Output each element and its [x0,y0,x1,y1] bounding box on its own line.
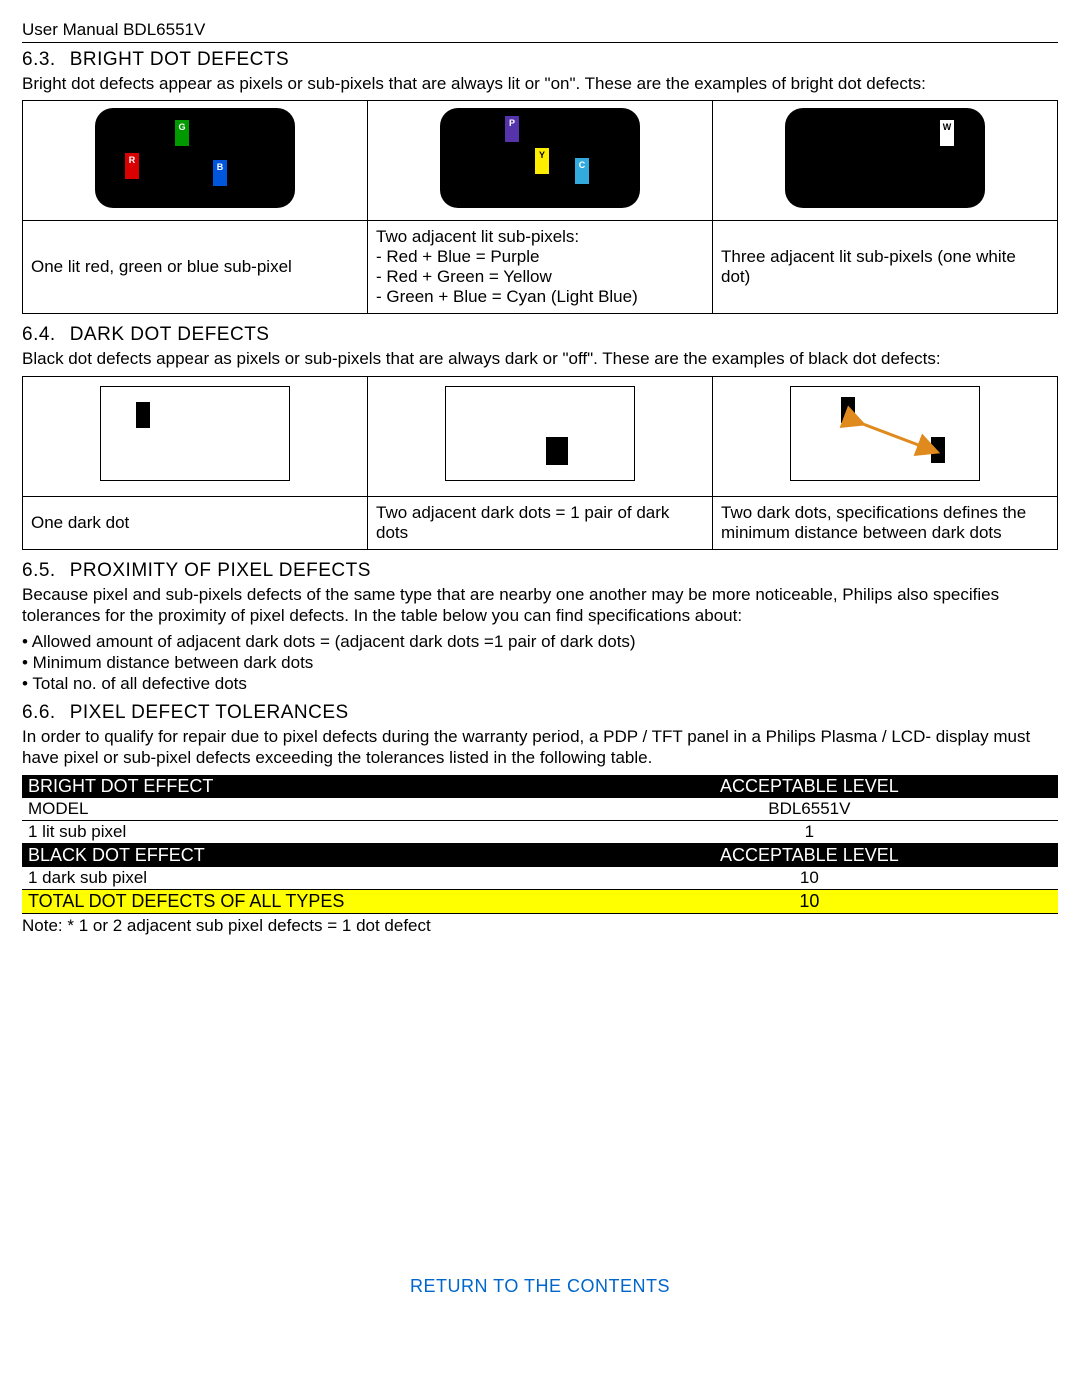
dark-cell-img-2 [368,376,713,496]
section-name: PROXIMITY OF PIXEL DEFECTS [70,560,371,582]
tol-cell: 1 [561,820,1058,843]
tol-total-value: 10 [561,889,1058,913]
section-num: 6.6. [22,702,56,724]
return-to-contents-link[interactable]: RETURN TO THE CONTENTS [22,1276,1058,1297]
distance-arrow-icon [791,387,981,482]
bright-cell-img-1: R GB [23,101,368,221]
bullet-item: • Total no. of all defective dots [22,674,1058,694]
bright-cell-text-1: One lit red, green or blue sub-pixel [23,221,368,314]
tol-cell: 1 dark sub pixel [22,867,561,890]
bright-cell-text-2: Two adjacent lit sub-pixels: - Red + Blu… [368,221,713,314]
subpixel-icon: Y [535,148,549,174]
page-header: User Manual BDL6551V [22,20,1058,43]
tol-header: BLACK DOT EFFECT [22,843,561,867]
subpixel-icon: G [175,120,189,146]
tol-cell: MODEL [22,798,561,821]
subpixel-icon: R [125,153,139,179]
dark-dot-icon [546,437,568,465]
section-name: DARK DOT DEFECTS [70,324,270,346]
bright-cell-img-2: PYC [368,101,713,221]
dark-dot-icon [136,402,150,428]
section-63-title: 6.3. BRIGHT DOT DEFECTS [22,49,1058,71]
section-num: 6.5. [22,560,56,582]
tol-total-label: TOTAL DOT DEFECTS OF ALL TYPES [22,889,561,913]
dark-cell-img-3 [713,376,1058,496]
section-65-bullets: • Allowed amount of adjacent dark dots =… [22,632,1058,694]
section-65-intro: Because pixel and sub-pixels defects of … [22,584,1058,627]
tol-cell: BDL6551V [561,798,1058,821]
section-num: 6.3. [22,49,56,71]
dark-cell-text-3: Two dark dots, specifications defines th… [713,496,1058,549]
tol-header: ACCEPTABLE LEVEL [561,775,1058,798]
section-63-intro: Bright dot defects appear as pixels or s… [22,73,1058,94]
dark-dot-table: One dark dot Two adjacent dark dots = 1 … [22,376,1058,550]
section-num: 6.4. [22,324,56,346]
subpixel-icon: P [505,116,519,142]
section-66-intro: In order to qualify for repair due to pi… [22,726,1058,769]
section-64-title: 6.4. DARK DOT DEFECTS [22,324,1058,346]
bullet-item: • Allowed amount of adjacent dark dots =… [22,632,1058,652]
tol-header: ACCEPTABLE LEVEL [561,843,1058,867]
tolerance-table: BRIGHT DOT EFFECTACCEPTABLE LEVEL MODELB… [22,775,1058,914]
dark-cell-text-1: One dark dot [23,496,368,549]
subpixel-icon: C [575,158,589,184]
section-name: BRIGHT DOT DEFECTS [70,49,289,71]
subpixel-icon: B [213,160,227,186]
tol-cell: 1 lit sub pixel [22,820,561,843]
subpixel-icon: W [940,120,954,146]
tolerance-note: Note: * 1 or 2 adjacent sub pixel defect… [22,916,1058,936]
section-65-title: 6.5. PROXIMITY OF PIXEL DEFECTS [22,560,1058,582]
dark-cell-img-1 [23,376,368,496]
bright-dot-table: R GB PYC W One lit red, green or blue sub… [22,100,1058,314]
section-66-title: 6.6. PIXEL DEFECT TOLERANCES [22,702,1058,724]
tol-cell: 10 [561,867,1058,890]
bright-cell-text-3: Three adjacent lit sub-pixels (one white… [713,221,1058,314]
section-name: PIXEL DEFECT TOLERANCES [70,702,349,724]
bullet-item: • Minimum distance between dark dots [22,653,1058,673]
tol-header: BRIGHT DOT EFFECT [22,775,561,798]
dark-cell-text-2: Two adjacent dark dots = 1 pair of dark … [368,496,713,549]
bright-cell-img-3: W [713,101,1058,221]
section-64-intro: Black dot defects appear as pixels or su… [22,348,1058,369]
